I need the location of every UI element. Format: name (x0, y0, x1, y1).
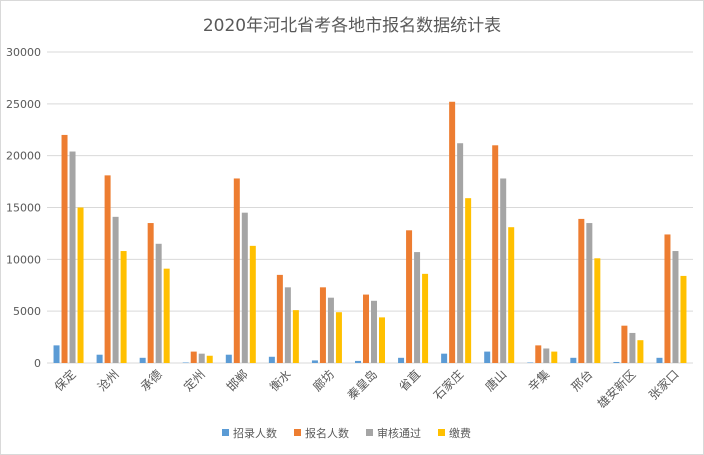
y-tick-label: 20000 (6, 150, 41, 163)
x-axis-categories: 保定 沧州 承德 定州 邯郸 衡水 廊坊 秦皇岛 省直 石家庄 唐山 辛集 邢台 雄安新区 张家口 (51, 367, 682, 412)
y-tick-label: 30000 (6, 46, 41, 59)
bar-1-13 (570, 357, 577, 363)
legend-swatch (366, 429, 373, 436)
bar-1-1 (53, 345, 60, 363)
legend: 招录人数 报名人数 审核通过 缴费 (222, 426, 471, 440)
bar-2-5 (233, 178, 240, 363)
bar-2-7 (319, 287, 326, 363)
bar-4-7 (335, 312, 342, 363)
bar-2-14 (621, 325, 628, 363)
bars (53, 101, 687, 363)
bar-2-6 (276, 274, 283, 363)
bar-3-6 (284, 287, 291, 363)
y-tick-label: 0 (34, 357, 41, 370)
bar-1-12 (527, 362, 534, 363)
bar-4-10 (465, 198, 472, 363)
bar-3-11 (500, 178, 507, 363)
bar-2-13 (578, 218, 585, 363)
category-label: 邯郸 (223, 367, 251, 395)
legend-label: 报名人数 (305, 426, 349, 440)
legend-label: 招录人数 (233, 426, 277, 440)
category-label: 辛集 (525, 367, 553, 395)
category-label: 张家口 (646, 367, 682, 403)
bar-4-1 (77, 207, 84, 363)
bar-4-3 (163, 268, 170, 363)
bar-4-11 (508, 227, 515, 363)
bar-4-9 (422, 273, 429, 363)
legend-swatch (438, 429, 445, 436)
bar-3-1 (69, 151, 76, 363)
bar-2-12 (535, 345, 542, 363)
bar-1-8 (355, 360, 361, 363)
bar-3-9 (414, 252, 421, 363)
chart-title: 2020年河北省考各地市报名数据统计表 (203, 16, 501, 36)
legend-label: 审核通过 (377, 426, 421, 440)
category-label: 唐山 (482, 367, 510, 395)
category-label: 石家庄 (430, 367, 466, 403)
category-label: 省直 (396, 367, 423, 394)
bar-1-14 (613, 361, 620, 363)
bar-2-15 (664, 234, 671, 363)
legend-swatch (222, 429, 229, 436)
bar-4-5 (249, 245, 256, 363)
bar-4-2 (120, 251, 127, 363)
bar-2-2 (104, 175, 111, 363)
bar-3-8 (371, 300, 377, 363)
bar-1-10 (441, 353, 448, 363)
category-label: 廊坊 (309, 367, 337, 395)
y-axis-ticks: 0 5000 10000 15000 20000 25000 30000 (6, 46, 41, 370)
bar-4-6 (292, 310, 299, 363)
bar-3-15 (672, 251, 679, 363)
category-label: 保定 (51, 367, 79, 395)
bar-3-4 (198, 353, 205, 363)
bar-4-12 (551, 351, 558, 363)
y-tick-label: 25000 (6, 98, 41, 111)
bar-1-9 (398, 357, 405, 363)
bar-4-14 (637, 340, 644, 363)
bar-4-8 (379, 317, 385, 363)
bar-1-15 (656, 357, 663, 363)
bar-2-10 (449, 101, 456, 363)
bar-3-10 (457, 143, 464, 363)
bar-2-3 (147, 223, 154, 363)
bar-3-3 (155, 243, 162, 363)
y-tick-label: 5000 (13, 305, 41, 318)
bar-4-13 (594, 258, 601, 363)
bar-3-13 (586, 223, 593, 363)
bar-3-12 (543, 348, 550, 363)
bar-4-4 (206, 355, 213, 363)
bar-2-8 (363, 294, 369, 363)
bar-4-15 (680, 275, 687, 363)
bar-3-14 (629, 332, 636, 363)
legend-swatch (294, 429, 301, 436)
bar-3-5 (241, 212, 248, 363)
legend-label: 缴费 (449, 426, 471, 440)
category-label: 承德 (137, 367, 165, 395)
category-label: 定州 (180, 367, 208, 395)
bar-3-7 (327, 297, 334, 363)
bar-3-2 (112, 216, 119, 363)
gridlines (47, 51, 693, 364)
bar-2-9 (406, 230, 413, 363)
bar-1-6 (268, 356, 275, 363)
bar-2-4 (190, 351, 197, 363)
bar-1-2 (96, 354, 103, 363)
y-tick-label: 15000 (6, 202, 41, 215)
bar-1-3 (139, 357, 146, 363)
bar-2-1 (61, 134, 68, 363)
bar-2-11 (492, 145, 499, 363)
category-label: 沧州 (94, 367, 122, 395)
category-label: 秦皇岛 (344, 367, 380, 403)
bar-1-7 (311, 360, 318, 363)
bar-1-11 (484, 351, 491, 363)
y-tick-label: 10000 (6, 253, 41, 266)
category-label: 衡水 (267, 367, 294, 394)
bar-1-4 (182, 362, 189, 363)
category-label: 邢台 (568, 367, 596, 395)
bar-1-5 (225, 354, 232, 363)
category-label: 雄安新区 (594, 367, 639, 412)
